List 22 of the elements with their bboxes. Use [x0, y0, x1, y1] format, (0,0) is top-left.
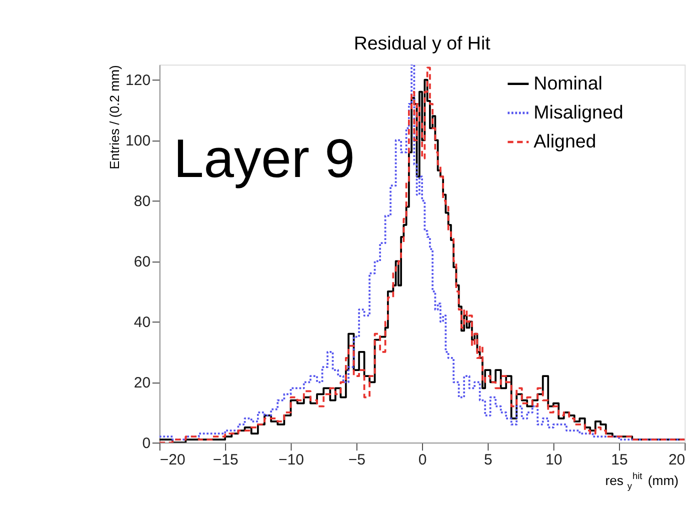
chart-title: Residual y of Hit	[354, 32, 492, 54]
x-tick-label: −20	[160, 452, 186, 469]
y-tick-label: 100	[126, 132, 151, 150]
annotation: Layer 9	[174, 128, 355, 190]
x-tick-label: 15	[611, 452, 628, 469]
y-tick-label: 20	[134, 374, 151, 392]
legend-label: Aligned	[534, 130, 596, 152]
y-tick-label: 0	[142, 434, 151, 452]
x-tick-label: −5	[348, 452, 366, 469]
y-tick-label: 60	[134, 253, 151, 270]
x-tick-label: −10	[278, 452, 304, 469]
x-tick-label: 0	[418, 452, 427, 469]
x-tick-label: 20	[668, 452, 686, 469]
legend-label: Misaligned	[534, 102, 624, 123]
x-tick-label: −15	[212, 452, 238, 469]
y-axis-title: Entries / (0.2 mm)	[106, 65, 122, 170]
x-tick-label: 5	[484, 452, 492, 469]
y-tick-label: 40	[134, 314, 151, 331]
y-tick-label: 80	[134, 192, 151, 210]
x-tick-label: 10	[546, 452, 562, 469]
y-tick-label: 120	[126, 72, 151, 89]
legend-label: Nominal	[534, 72, 602, 94]
